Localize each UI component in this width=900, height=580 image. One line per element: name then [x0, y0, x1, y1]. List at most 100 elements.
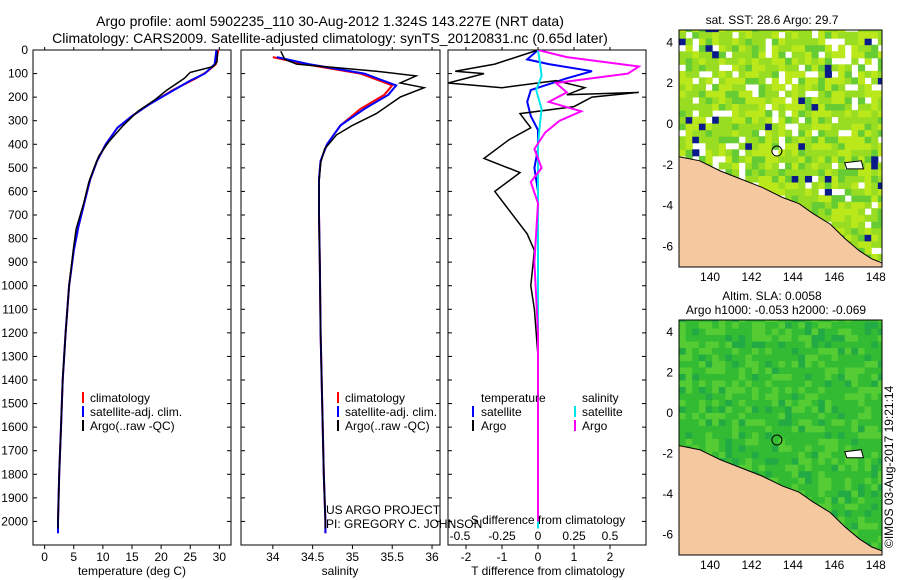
map-cell [758, 464, 766, 472]
map-cell [718, 451, 726, 459]
map-cell [751, 373, 760, 381]
map-cell [765, 129, 773, 137]
map-cell [851, 221, 859, 229]
map-cell [798, 328, 806, 336]
map-cell [725, 367, 733, 374]
map-cell [685, 83, 693, 91]
map-cell [811, 44, 819, 52]
map-cell [705, 444, 713, 452]
x-tick-label: 0 [535, 550, 542, 564]
map-cell [871, 341, 879, 349]
map-cell [811, 155, 819, 163]
map-x-tick-label: 142 [741, 558, 761, 572]
map-cell [751, 97, 760, 105]
map-cell [864, 438, 872, 446]
map-cell [838, 354, 846, 362]
map-cell [831, 373, 839, 381]
map-cell [745, 70, 753, 78]
map-cell [791, 451, 799, 459]
map-cell [778, 320, 786, 323]
map-cell [877, 470, 882, 478]
map-cell [798, 412, 806, 420]
map-cell [798, 57, 806, 65]
map-cell [818, 503, 826, 511]
y-tick-label: 400 [8, 137, 28, 151]
map-cell [685, 51, 693, 59]
map-cell [798, 44, 806, 52]
map-cell [791, 470, 799, 478]
map-cell [798, 373, 806, 381]
map-cell [732, 347, 740, 355]
map-cell [791, 103, 799, 111]
map-cell [738, 38, 746, 46]
map-cell [831, 354, 839, 362]
map-cell [738, 70, 746, 78]
map-cell [824, 155, 832, 163]
map-cell [712, 347, 720, 355]
map-cell [692, 444, 700, 452]
map-cell [785, 379, 793, 387]
map-cell [738, 123, 746, 131]
map-cell [692, 373, 700, 381]
map-cell [712, 341, 720, 349]
map-cell [864, 168, 872, 176]
map-cell [831, 97, 839, 105]
map-cell [765, 149, 773, 157]
map-cell [751, 328, 760, 336]
map-cell [804, 373, 813, 381]
map-cell [712, 31, 720, 39]
x-tick-label: 5 [70, 550, 77, 564]
map-cell [758, 425, 766, 433]
x2-tick-label: 0 [535, 529, 542, 543]
map-cell [758, 341, 766, 349]
map-cell [705, 30, 713, 33]
x-tick-label: 35 [346, 550, 360, 564]
map-cell [871, 97, 879, 105]
map-cell [771, 168, 779, 176]
difference-series [448, 50, 642, 529]
map-cell [758, 399, 766, 407]
map-cell [785, 477, 793, 485]
map-cell [745, 405, 753, 413]
map-cell [725, 354, 733, 362]
difference-xlabel-s: S difference from climatology [471, 513, 626, 527]
map-cell [705, 97, 713, 105]
map-cell [751, 412, 760, 420]
map-cell [778, 97, 786, 105]
map-cell [877, 253, 882, 261]
map-cell [705, 386, 713, 394]
map-cell [692, 386, 700, 394]
map-cell [698, 90, 707, 98]
map-cell [738, 392, 746, 400]
map-cell [725, 347, 733, 355]
map-cell [857, 477, 866, 485]
map-cell [791, 30, 799, 33]
map-cell [705, 392, 713, 400]
map-cell [705, 341, 713, 349]
map-cell [871, 234, 879, 242]
map-cell [857, 195, 866, 203]
map-cell [798, 182, 806, 190]
map-cell [831, 64, 839, 72]
map-cell [732, 123, 740, 131]
map-cell [871, 77, 879, 85]
map-cell [692, 123, 700, 131]
map-cell [692, 31, 700, 39]
map-cell [771, 360, 779, 368]
map-cell [831, 136, 839, 144]
map-cell [718, 30, 726, 33]
map-cell [758, 431, 766, 439]
map-cell [718, 83, 726, 91]
map-cell [732, 97, 740, 105]
map-cell [692, 51, 700, 59]
map-cell [857, 38, 866, 46]
map-cell [871, 477, 879, 485]
map-cell [831, 477, 839, 485]
map-cell [679, 31, 687, 39]
map-cell [765, 470, 773, 478]
map-cell [831, 320, 839, 323]
map-cell [871, 51, 879, 59]
map-cell [771, 457, 779, 465]
map-cell [838, 457, 846, 465]
map-cell [745, 320, 753, 323]
